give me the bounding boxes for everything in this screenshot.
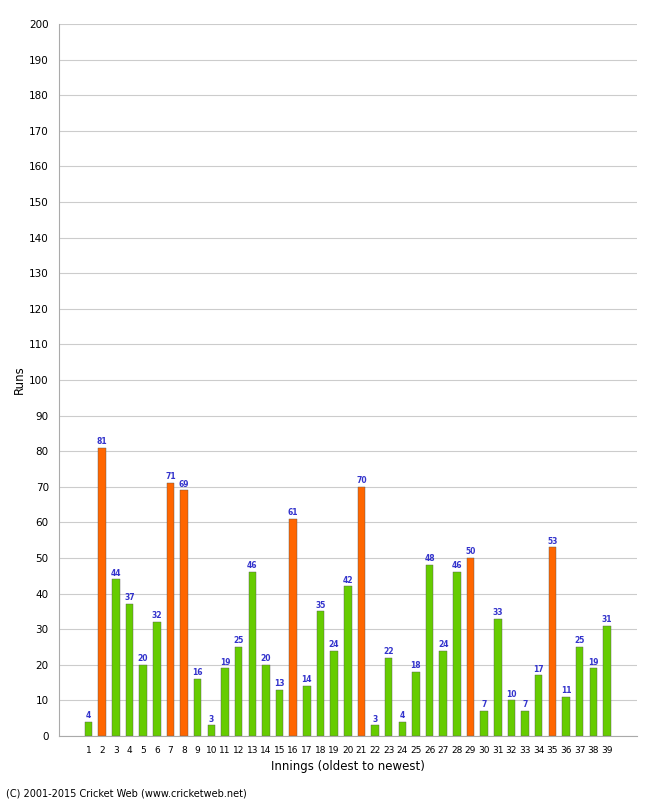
- Text: 14: 14: [302, 675, 312, 684]
- Bar: [139, 665, 147, 736]
- Bar: [480, 711, 488, 736]
- Text: 61: 61: [288, 508, 298, 517]
- Bar: [358, 486, 365, 736]
- Text: 70: 70: [356, 476, 367, 485]
- Bar: [262, 665, 270, 736]
- Text: 25: 25: [233, 636, 244, 646]
- Text: 4: 4: [86, 711, 91, 720]
- Bar: [112, 579, 120, 736]
- Text: 17: 17: [534, 665, 544, 674]
- Text: 20: 20: [261, 654, 271, 663]
- Bar: [330, 650, 338, 736]
- Text: 37: 37: [124, 594, 135, 602]
- Bar: [549, 547, 556, 736]
- Bar: [276, 690, 283, 736]
- Bar: [603, 626, 611, 736]
- Text: 11: 11: [561, 686, 571, 695]
- Text: 32: 32: [151, 611, 162, 620]
- Text: 16: 16: [192, 668, 203, 678]
- Bar: [412, 672, 420, 736]
- Text: 31: 31: [602, 615, 612, 624]
- Bar: [494, 618, 502, 736]
- Bar: [521, 711, 529, 736]
- Bar: [153, 622, 161, 736]
- Bar: [576, 647, 584, 736]
- Bar: [562, 697, 570, 736]
- Text: 3: 3: [372, 714, 378, 723]
- Bar: [344, 586, 352, 736]
- Bar: [289, 519, 297, 736]
- Bar: [207, 726, 215, 736]
- Bar: [166, 483, 174, 736]
- Text: 13: 13: [274, 679, 285, 688]
- Text: 81: 81: [97, 437, 107, 446]
- Text: 53: 53: [547, 537, 558, 546]
- Text: 44: 44: [111, 569, 121, 578]
- Text: 25: 25: [575, 636, 585, 646]
- Text: (C) 2001-2015 Cricket Web (www.cricketweb.net): (C) 2001-2015 Cricket Web (www.cricketwe…: [6, 788, 247, 798]
- Bar: [535, 675, 543, 736]
- Text: 46: 46: [452, 562, 462, 570]
- Text: 46: 46: [247, 562, 257, 570]
- Bar: [398, 722, 406, 736]
- Text: 4: 4: [400, 711, 405, 720]
- Text: 48: 48: [424, 554, 435, 563]
- Text: 19: 19: [588, 658, 599, 666]
- Bar: [303, 686, 311, 736]
- Text: 20: 20: [138, 654, 148, 663]
- Text: 24: 24: [329, 640, 339, 649]
- X-axis label: Innings (oldest to newest): Innings (oldest to newest): [271, 760, 424, 774]
- Text: 18: 18: [411, 661, 421, 670]
- Bar: [180, 490, 188, 736]
- Text: 7: 7: [523, 700, 528, 710]
- Bar: [235, 647, 242, 736]
- Text: 69: 69: [179, 479, 189, 489]
- Text: 35: 35: [315, 601, 326, 610]
- Bar: [98, 448, 106, 736]
- Y-axis label: Runs: Runs: [13, 366, 26, 394]
- Bar: [84, 722, 92, 736]
- Text: 71: 71: [165, 473, 176, 482]
- Bar: [439, 650, 447, 736]
- Bar: [125, 604, 133, 736]
- Bar: [248, 572, 256, 736]
- Bar: [453, 572, 461, 736]
- Bar: [508, 701, 515, 736]
- Text: 22: 22: [384, 647, 394, 656]
- Bar: [426, 565, 434, 736]
- Text: 33: 33: [493, 608, 503, 617]
- Bar: [317, 611, 324, 736]
- Text: 42: 42: [343, 576, 353, 585]
- Text: 50: 50: [465, 547, 476, 556]
- Bar: [590, 668, 597, 736]
- Bar: [371, 726, 379, 736]
- Text: 7: 7: [482, 700, 487, 710]
- Text: 19: 19: [220, 658, 230, 666]
- Bar: [194, 679, 202, 736]
- Bar: [467, 558, 474, 736]
- Text: 3: 3: [209, 714, 214, 723]
- Text: 10: 10: [506, 690, 517, 698]
- Bar: [385, 658, 393, 736]
- Bar: [221, 668, 229, 736]
- Text: 24: 24: [438, 640, 448, 649]
